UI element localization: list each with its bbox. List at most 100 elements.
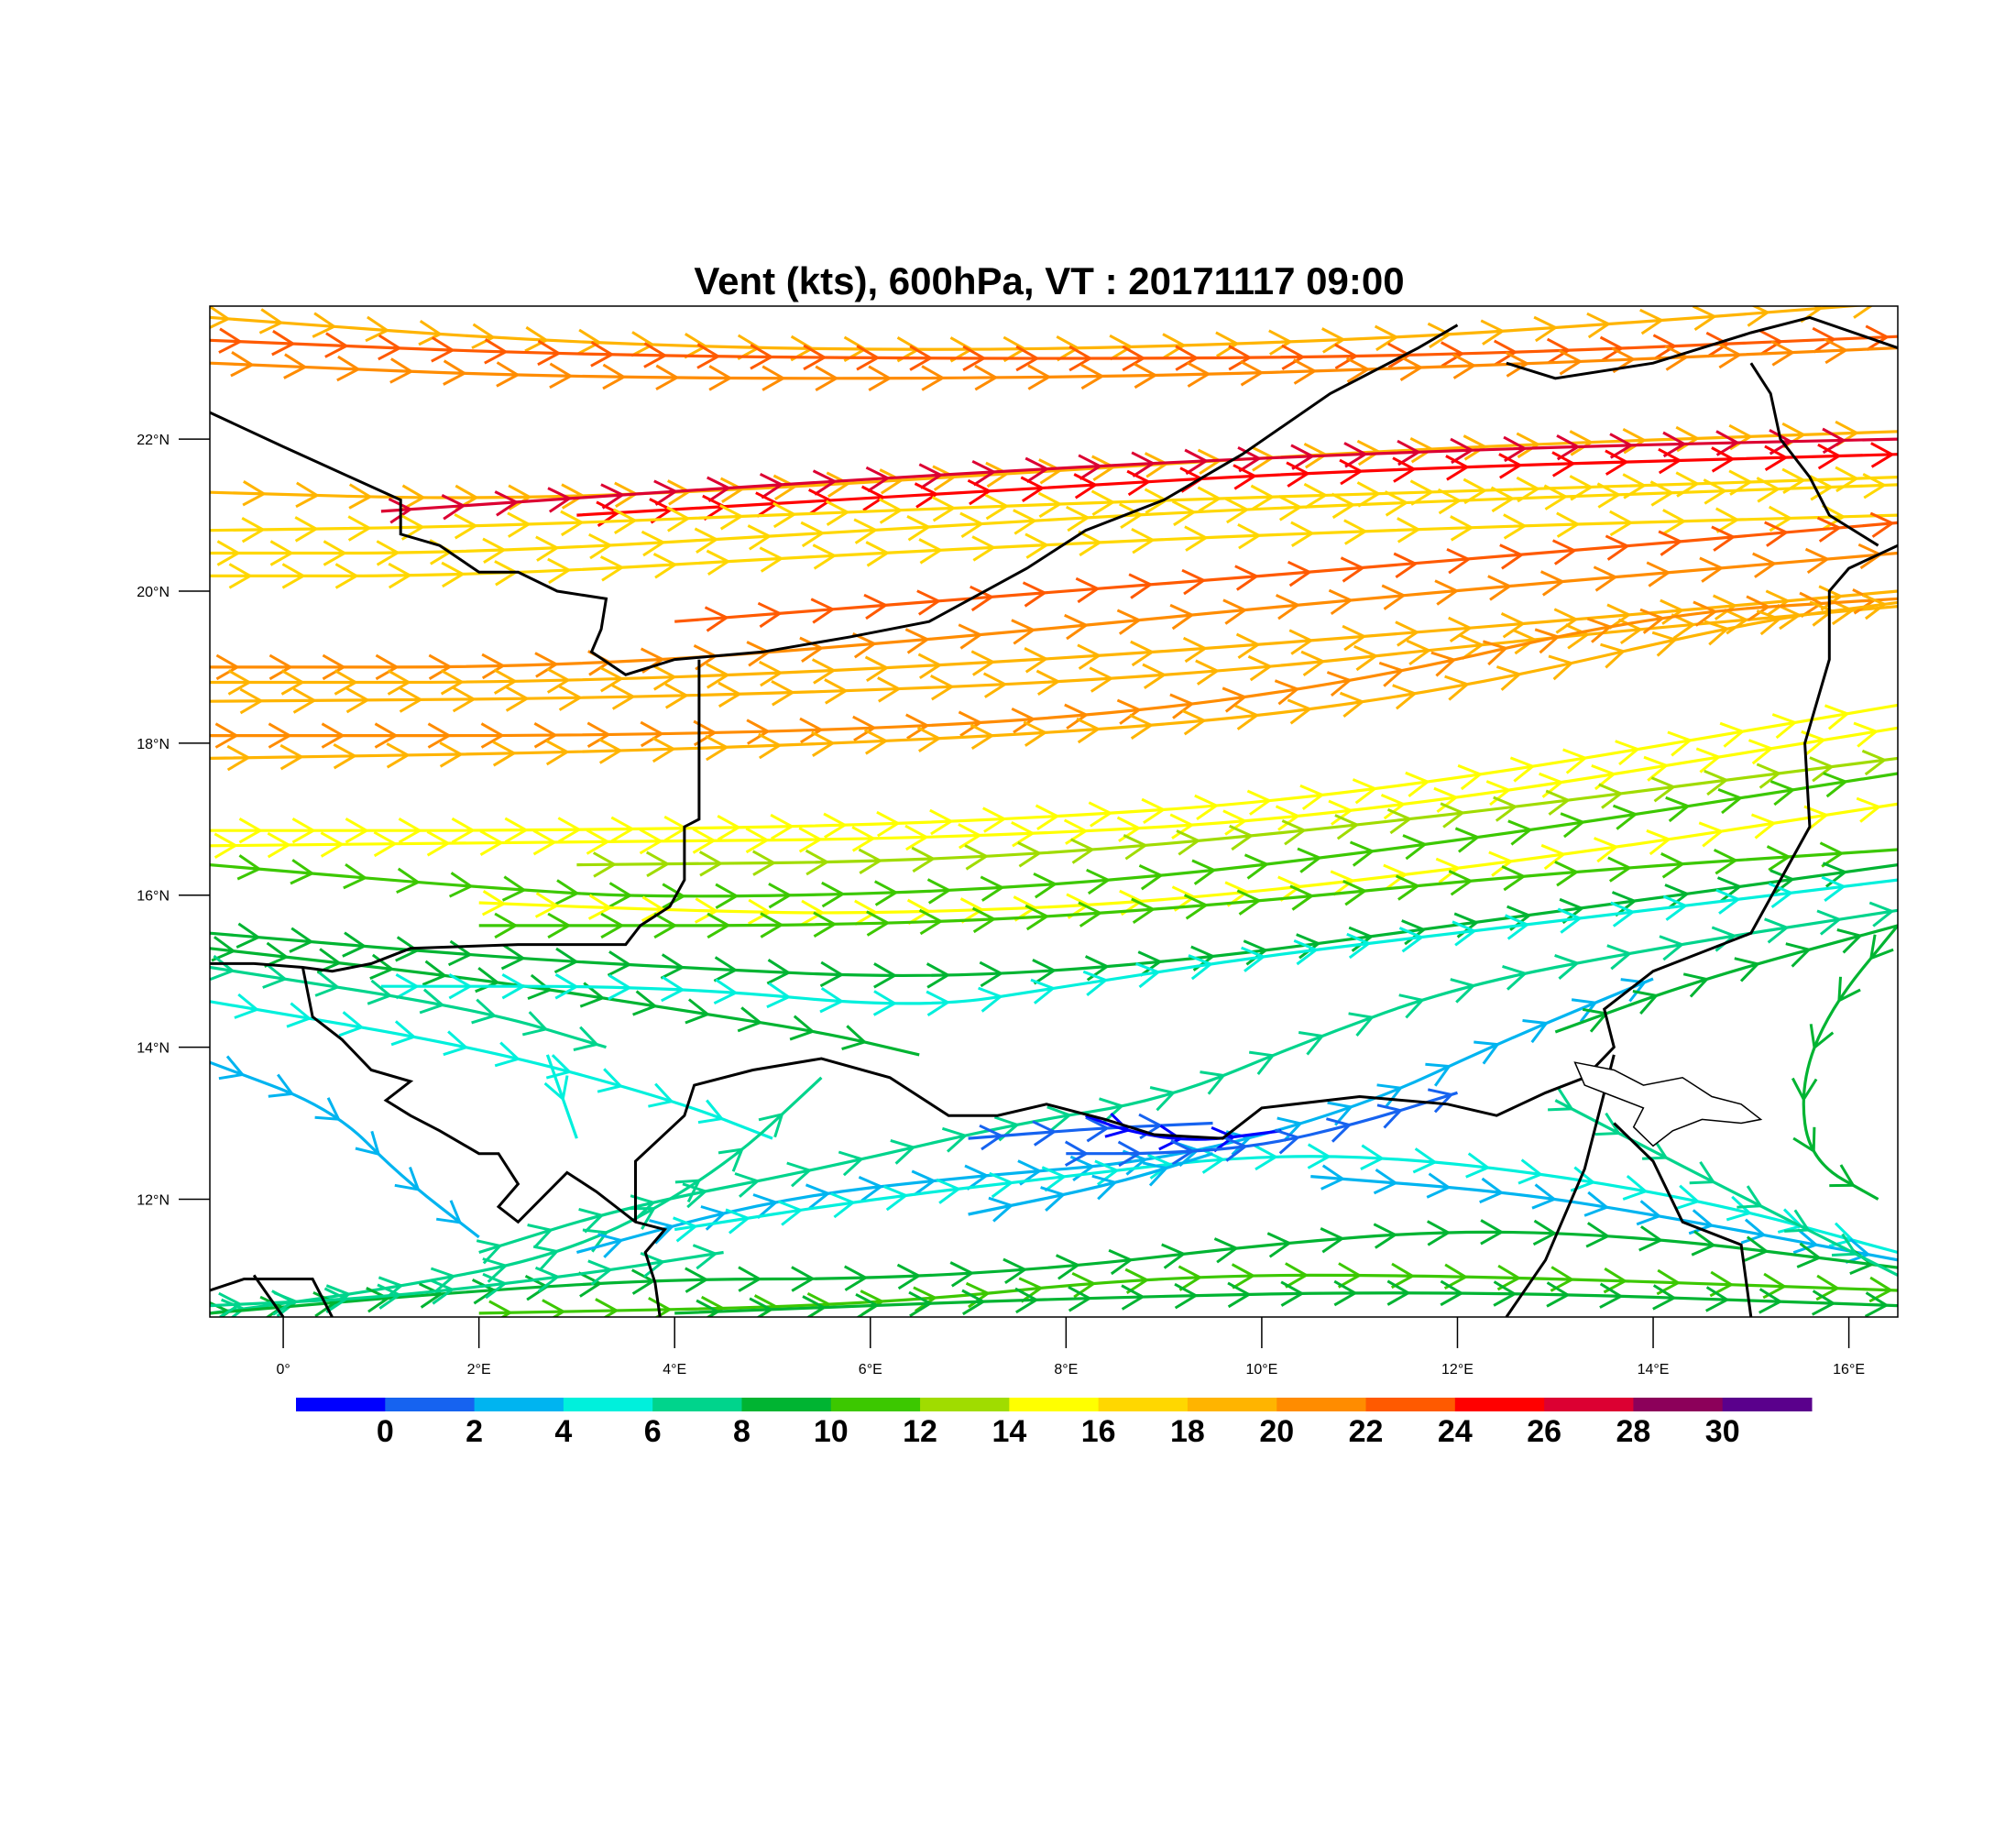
- wind-arrow: [480, 722, 506, 749]
- wind-arrow: [374, 722, 400, 749]
- lon-tick-label: 16°E: [1833, 1362, 1865, 1377]
- wind-arrow: [812, 469, 838, 496]
- wind-arrow: [1803, 805, 1830, 831]
- wind-arrow: [1695, 747, 1722, 774]
- wind-arrow: [1200, 1147, 1226, 1174]
- wind-arrow: [587, 894, 613, 920]
- wind-arrow: [936, 1178, 962, 1204]
- wind-arrow: [1398, 993, 1425, 1019]
- colorbar-segment: [1633, 1398, 1724, 1411]
- wind-arrow: [906, 898, 932, 926]
- wind-arrow: [1211, 1126, 1237, 1153]
- wind-arrow: [1748, 739, 1774, 765]
- wind-arrow: [921, 365, 946, 391]
- wind-arrow: [1395, 620, 1420, 647]
- colorbar-segment: [652, 1398, 742, 1411]
- wind-arrow: [1235, 632, 1261, 660]
- colorbar-segment: [563, 1398, 653, 1411]
- wind-arrow: [1231, 1263, 1256, 1290]
- country-border: [1506, 315, 1898, 380]
- wind-arrow: [1183, 894, 1210, 920]
- wind-arrow: [1658, 447, 1682, 475]
- wind-arrow: [471, 323, 497, 350]
- wind-arrow: [1174, 1282, 1199, 1310]
- wind-arrow: [1349, 840, 1375, 867]
- wind-arrow: [1586, 617, 1613, 643]
- wind-arrow: [666, 506, 691, 532]
- wind-arrow: [493, 668, 519, 695]
- wind-arrow: [982, 672, 1008, 698]
- wind-arrow: [1682, 972, 1710, 998]
- wind-arrow: [1554, 953, 1581, 980]
- wind-arrow: [1622, 1174, 1649, 1201]
- wind-arrow: [1003, 1257, 1028, 1285]
- wind-arrow: [874, 880, 899, 906]
- wind-arrow: [430, 1267, 456, 1293]
- streamline: [210, 600, 1898, 760]
- wind-arrow: [941, 1126, 969, 1153]
- wind-arrow: [435, 1200, 463, 1224]
- wind-arrow: [443, 1030, 469, 1057]
- wind-arrow: [841, 1025, 868, 1051]
- wind-arrow: [1181, 568, 1207, 596]
- wind-arrow: [916, 589, 942, 616]
- colorbar-label: 30: [1705, 1414, 1740, 1449]
- wind-arrow: [1569, 430, 1594, 456]
- wind-arrow: [826, 471, 851, 498]
- streamline: [210, 430, 1898, 499]
- wind-arrow: [696, 343, 721, 369]
- wind-arrow: [1170, 1139, 1196, 1166]
- wind-arrow: [815, 365, 839, 392]
- country-border: [210, 1278, 334, 1317]
- wind-arrow: [1716, 876, 1743, 903]
- wind-arrow: [694, 897, 719, 924]
- wind-arrow: [1652, 334, 1678, 360]
- wind-arrow: [496, 361, 520, 388]
- wind-arrow: [759, 472, 784, 499]
- wind-arrow: [1197, 486, 1222, 512]
- wind-arrow: [1639, 308, 1665, 335]
- wind-arrow: [1293, 939, 1320, 966]
- wind-arrow: [1178, 1265, 1203, 1291]
- wind-arrow: [932, 465, 958, 491]
- wind-arrow: [577, 1271, 603, 1298]
- wind-arrow: [271, 329, 296, 357]
- wind-arrow: [1693, 600, 1718, 627]
- wind-arrow: [334, 669, 359, 696]
- wind-arrow: [378, 334, 402, 361]
- wind-arrow: [1482, 640, 1509, 666]
- wind-arrow: [1343, 519, 1368, 545]
- wind-arrow: [1548, 654, 1574, 681]
- wind-arrow: [1712, 594, 1738, 620]
- wind-arrow: [1380, 794, 1407, 820]
- wind-arrow: [1463, 434, 1488, 461]
- lat-tick-label: 14°N: [137, 1041, 170, 1057]
- wind-arrow: [1386, 1279, 1411, 1306]
- wind-arrow: [1289, 884, 1315, 911]
- wind-arrow: [1662, 895, 1689, 921]
- colorbar-segment: [1098, 1398, 1189, 1411]
- wind-arrow: [294, 516, 320, 543]
- wind-arrow: [771, 679, 795, 707]
- wind-arrow: [386, 742, 411, 769]
- wind-arrow: [1334, 814, 1360, 840]
- wind-arrow: [394, 1166, 421, 1191]
- wind-arrow: [333, 742, 358, 770]
- wind-arrow: [396, 867, 422, 895]
- wind-arrow: [1711, 525, 1737, 552]
- colorbar-label: 10: [814, 1414, 849, 1449]
- wind-arrow: [1290, 521, 1315, 547]
- wind-arrow: [561, 483, 586, 510]
- wind-arrow: [917, 653, 943, 679]
- wind-arrow: [811, 658, 837, 685]
- wind-arrow: [1017, 841, 1043, 868]
- wind-arrow: [482, 1257, 509, 1283]
- wind-arrow: [1437, 488, 1463, 515]
- wind-arrow: [1234, 565, 1260, 591]
- wind-arrow: [737, 334, 762, 361]
- wind-arrow: [1356, 439, 1382, 466]
- wind-arrow: [1869, 511, 1895, 538]
- wind-arrow: [586, 829, 611, 855]
- wind-arrow: [494, 1041, 521, 1068]
- wind-arrow: [1650, 776, 1677, 803]
